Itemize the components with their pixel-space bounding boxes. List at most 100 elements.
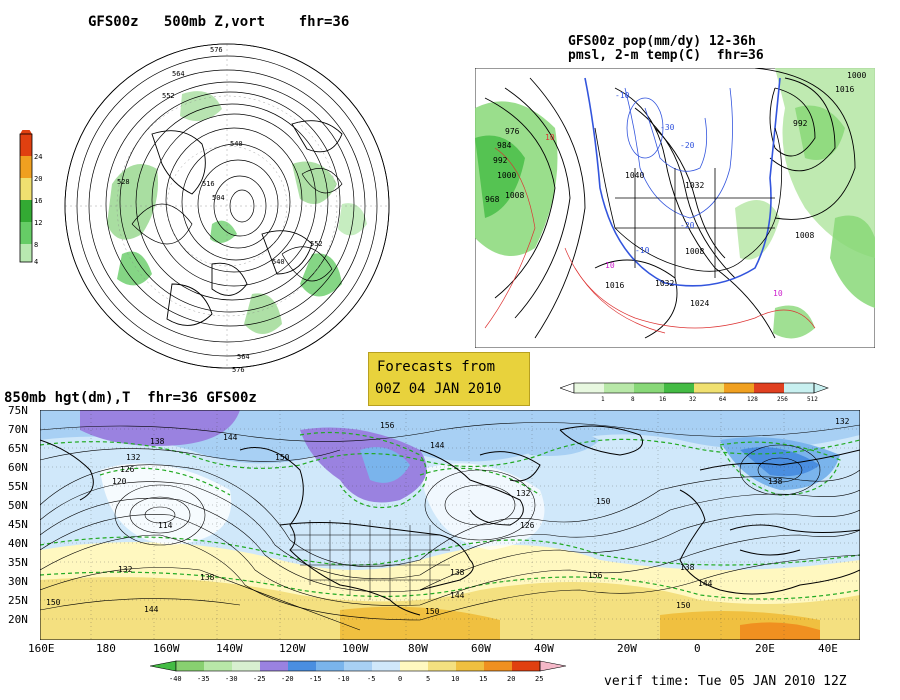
conus-pressure-label: 1032 (685, 181, 704, 190)
h850-height-label: 138 (450, 568, 465, 577)
h850-height-label: 144 (430, 441, 445, 450)
lon-axis: 160E 180 160W 140W 120W 100W 80W 60W 40W… (0, 642, 900, 656)
h850-height-label: 156 (588, 571, 603, 580)
colorbar-top-arrow (20, 130, 32, 134)
conus-pressure-label: 1040 (625, 171, 644, 180)
polar-cb-tick: 8 (34, 241, 38, 249)
conus-pressure-label: 992 (793, 119, 808, 128)
polar-cb-tick: 4 (34, 258, 38, 266)
conus-cb-tick: 1 (601, 396, 605, 402)
conus-temp-label: 10 (545, 133, 555, 142)
polar-contour-label: 576 (210, 46, 223, 54)
h850-cb-tick: -15 (309, 675, 322, 683)
polar-contour-label: 576 (232, 366, 245, 374)
lat-label: 30N (8, 575, 28, 588)
conus-pressure-label: 976 (505, 127, 520, 136)
conus-panel-title-line1: GFS00z pop(mm/dy) 12-36h (568, 34, 756, 49)
h850-cb-tick: -5 (367, 675, 375, 683)
lon-label: 60W (471, 642, 491, 655)
lon-label: 40E (818, 642, 838, 655)
polar-contour-label: 540 (230, 140, 243, 148)
conus-colorbar: 1 8 16 32 64 128 256 512 (560, 382, 829, 402)
h850-cb-tick: 0 (398, 675, 402, 683)
h850-height-label: 138 (768, 477, 783, 486)
h850-height-label: 144 (698, 579, 713, 588)
lat-label: 65N (8, 442, 28, 455)
conus-pressure-label: 1016 (605, 281, 624, 290)
conus-pressure-label: 1024 (690, 299, 709, 308)
lon-label: 40W (534, 642, 554, 655)
forecast-from-line2: 00Z 04 JAN 2010 (375, 381, 502, 397)
h850-cb-tick: -35 (197, 675, 210, 683)
conus-cb-tick: 16 (659, 396, 667, 402)
h850-height-label: 132 (835, 417, 850, 426)
lon-label: 160E (28, 642, 55, 655)
lat-label: 70N (8, 423, 28, 436)
polar-contour-label: 552 (162, 92, 175, 100)
h850-height-label: 138 (150, 437, 165, 446)
lat-label: 25N (8, 594, 28, 607)
polar-map: 576 564 552 540 528 516 504 540 552 564 … (64, 43, 390, 374)
verif-time: verif time: Tue 05 JAN 2010 12Z (604, 674, 847, 689)
lat-label: 50N (8, 499, 28, 512)
lon-label: 140W (216, 642, 243, 655)
forecast-from-line1: Forecasts from (377, 359, 496, 375)
h850-height-label: 126 (520, 521, 535, 530)
h850-height-label: 132 (118, 565, 133, 574)
h850-height-label: 144 (223, 433, 238, 442)
h850-cb-tick: 5 (426, 675, 430, 683)
polar-contour-label: 516 (202, 180, 215, 188)
lon-label: 80W (408, 642, 428, 655)
polar-cb-tick: 24 (34, 153, 42, 161)
h850-height-label: 138 (200, 573, 215, 582)
h850-height-label: 150 (46, 598, 61, 607)
h850-cb-tick: -30 (225, 675, 238, 683)
lon-label: 120W (279, 642, 306, 655)
conus-temp-label: -30 (660, 123, 675, 132)
h850-height-label: 144 (144, 605, 159, 614)
conus-cb-tick: 128 (747, 396, 758, 402)
polar-contour-label: 564 (172, 70, 185, 78)
h850-height-label: 156 (380, 421, 395, 430)
lat-label: 60N (8, 461, 28, 474)
lat-label: 55N (8, 480, 28, 493)
conus-cb-tick: 32 (689, 396, 697, 402)
polar-contour-label: 540 (272, 258, 285, 266)
lon-label: 20W (617, 642, 637, 655)
lat-label: 45N (8, 518, 28, 531)
h850-cb-tick: -10 (337, 675, 350, 683)
conus-pressure-label: 1008 (795, 231, 814, 240)
conus-cb-tick: 64 (719, 396, 727, 402)
h850-height-label: 138 (680, 563, 695, 572)
h850-height-label: 126 (120, 465, 135, 474)
conus-panel-title-line2: pmsl, 2-m temp(C) fhr=36 (568, 48, 764, 63)
h850-height-label: 132 (126, 453, 141, 462)
lon-label: 160W (153, 642, 180, 655)
conus-temp-label: 10 (605, 261, 615, 270)
conus-temp-label: -20 (680, 221, 695, 230)
h850-height-label: 144 (450, 591, 465, 600)
conus-temp-label: 10 (773, 289, 783, 298)
lat-label: 40N (8, 537, 28, 550)
lat-axis: 75N 70N 65N 60N 55N 50N 45N 40N 35N 30N … (8, 404, 38, 644)
conus-map: 1032 1040 1016 1008 1000 992 984 976 968… (475, 68, 875, 348)
polar-contour-label: 552 (310, 240, 323, 248)
h850-cb-tick: 20 (507, 675, 515, 683)
lat-label: 35N (8, 556, 28, 569)
h850-height-label: 114 (158, 521, 173, 530)
conus-pressure-label: 1008 (685, 247, 704, 256)
h850-cb-tick: 10 (451, 675, 459, 683)
conus-pressure-label: 1032 (655, 279, 674, 288)
lon-label: 180 (96, 642, 116, 655)
h850-height-label: 120 (112, 477, 127, 486)
lat-label: 75N (8, 404, 28, 417)
conus-cb-tick: 512 (807, 396, 818, 402)
h850-map: 138 144 132 126 120 114 132 138 144 150 … (40, 410, 860, 640)
conus-temp-label: -10 (615, 91, 630, 100)
polar-cb-tick: 16 (34, 197, 42, 205)
h850-colorbar: -40 -35 -30 -25 -20 -15 -10 -5 0 5 10 15… (150, 660, 567, 683)
conus-pressure-label: 984 (497, 141, 512, 150)
conus-temp-label: -20 (680, 141, 695, 150)
conus-cb-tick: 8 (631, 396, 635, 402)
h850-cb-tick: -40 (169, 675, 182, 683)
